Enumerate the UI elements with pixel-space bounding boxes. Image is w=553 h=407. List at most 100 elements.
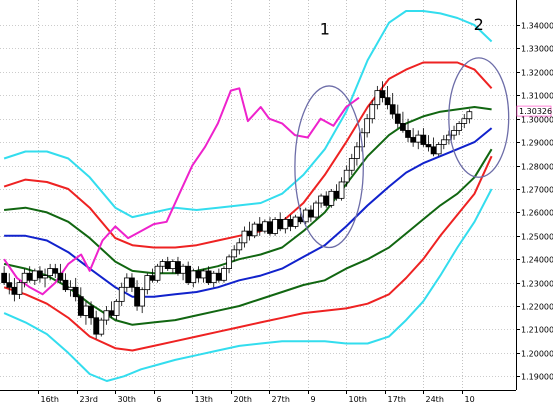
candle xyxy=(139,287,146,314)
x-tick-label: 10th xyxy=(349,395,367,404)
candle xyxy=(354,142,360,166)
candle-body-down xyxy=(52,268,59,274)
x-tick-label: 10 xyxy=(465,395,475,404)
candle-body-down xyxy=(93,317,100,335)
y-tick-label: 1.24000 xyxy=(521,256,553,265)
candle-body-down xyxy=(400,123,406,131)
candle-body-up xyxy=(31,270,38,281)
candle xyxy=(226,254,232,274)
candle-body-up xyxy=(251,223,258,237)
candle-body-up xyxy=(461,118,468,124)
candle-body-up xyxy=(180,265,186,274)
candle xyxy=(221,266,227,283)
candle-body-up xyxy=(21,272,28,284)
candle-body-down xyxy=(379,90,386,99)
candle-body-down xyxy=(77,296,84,316)
candle-body-down xyxy=(323,195,330,206)
candle-body-up xyxy=(159,261,166,267)
series-line-upper1 xyxy=(3,106,492,275)
candle-body-up xyxy=(226,256,232,269)
candle-body-down xyxy=(37,270,43,279)
highlight-ellipses xyxy=(294,57,510,249)
candle xyxy=(389,92,396,119)
candle xyxy=(262,219,268,234)
candle xyxy=(425,135,432,152)
candle xyxy=(72,277,79,302)
candle-body-up xyxy=(415,134,422,143)
y-tick-label: 1.30000 xyxy=(521,116,553,125)
candle-body-down xyxy=(129,277,135,288)
candle xyxy=(461,114,468,129)
price-tag-box xyxy=(516,105,552,117)
x-tick-label: 13th xyxy=(195,395,213,404)
candle-body-down xyxy=(246,230,253,237)
candle xyxy=(6,273,13,295)
candle-body-up xyxy=(47,268,54,277)
candle-body-down xyxy=(430,146,437,155)
y-tick-label: 1.19000 xyxy=(521,373,553,382)
candle-body-up xyxy=(190,270,197,284)
candle-body-down xyxy=(394,113,401,124)
candle xyxy=(384,85,391,110)
y-tick-label: 1.33000 xyxy=(521,45,553,54)
candle-body-down xyxy=(205,270,212,284)
candle-body-up xyxy=(169,261,176,269)
x-tick-label: 20th xyxy=(234,395,252,404)
candle xyxy=(236,238,243,255)
candle-body-up xyxy=(435,144,442,155)
candle-body-up xyxy=(16,282,23,295)
candle-body-down xyxy=(410,137,416,143)
candle-body-down xyxy=(72,286,79,298)
x-axis-ticks: 16th 23rd 30th 6 13th 20th 27th 9 10th 17th 24th 10 xyxy=(38,390,475,404)
candle-body-up xyxy=(282,219,289,230)
candle-body-down xyxy=(256,223,263,232)
candle-body-down xyxy=(175,261,181,274)
highlight-ellipse xyxy=(448,57,510,178)
candle-body-down xyxy=(11,286,18,295)
x-tick-label: 24th xyxy=(426,395,444,404)
candle xyxy=(348,153,355,175)
candles xyxy=(1,81,473,339)
y-tick-label: 1.25000 xyxy=(521,233,553,242)
highlight-ellipse xyxy=(294,85,364,249)
candle xyxy=(88,301,94,325)
candle xyxy=(251,221,258,239)
x-tick-label: 27th xyxy=(272,395,290,404)
candle xyxy=(343,165,350,187)
candle-body-up xyxy=(98,319,105,335)
candle-body-down xyxy=(195,270,202,279)
y-tick-label: 1.31000 xyxy=(521,92,553,101)
candle-body-down xyxy=(425,144,432,148)
candle xyxy=(292,214,299,229)
candle-body-up xyxy=(364,118,370,134)
candle xyxy=(328,188,335,208)
grid xyxy=(0,0,516,390)
candle-body-down xyxy=(216,272,222,281)
candle-body-down xyxy=(308,209,314,218)
candle-body-down xyxy=(384,97,391,106)
candle xyxy=(369,100,376,124)
candle xyxy=(154,263,161,283)
candle-body-down xyxy=(88,305,94,319)
candle-body-up xyxy=(374,90,381,106)
y-tick-label: 1.26000 xyxy=(521,209,553,218)
candle-body-up xyxy=(272,219,278,234)
candle-body-down xyxy=(267,221,273,234)
candle-body-down xyxy=(333,190,340,199)
candle-body-down xyxy=(185,265,192,284)
candle xyxy=(129,273,135,292)
y-tick-label: 1.23000 xyxy=(521,280,553,289)
x-tick-label: 17th xyxy=(388,395,406,404)
candle xyxy=(98,317,105,337)
candle-body-up xyxy=(42,275,48,279)
candle-body-up xyxy=(231,249,238,258)
candle-body-up xyxy=(338,181,345,199)
x-tick-label: 16th xyxy=(41,395,59,404)
candle xyxy=(37,266,43,283)
candle-body-down xyxy=(420,134,427,145)
candle xyxy=(446,130,452,145)
candle-body-down xyxy=(108,310,115,316)
candle-body-up xyxy=(103,310,110,321)
